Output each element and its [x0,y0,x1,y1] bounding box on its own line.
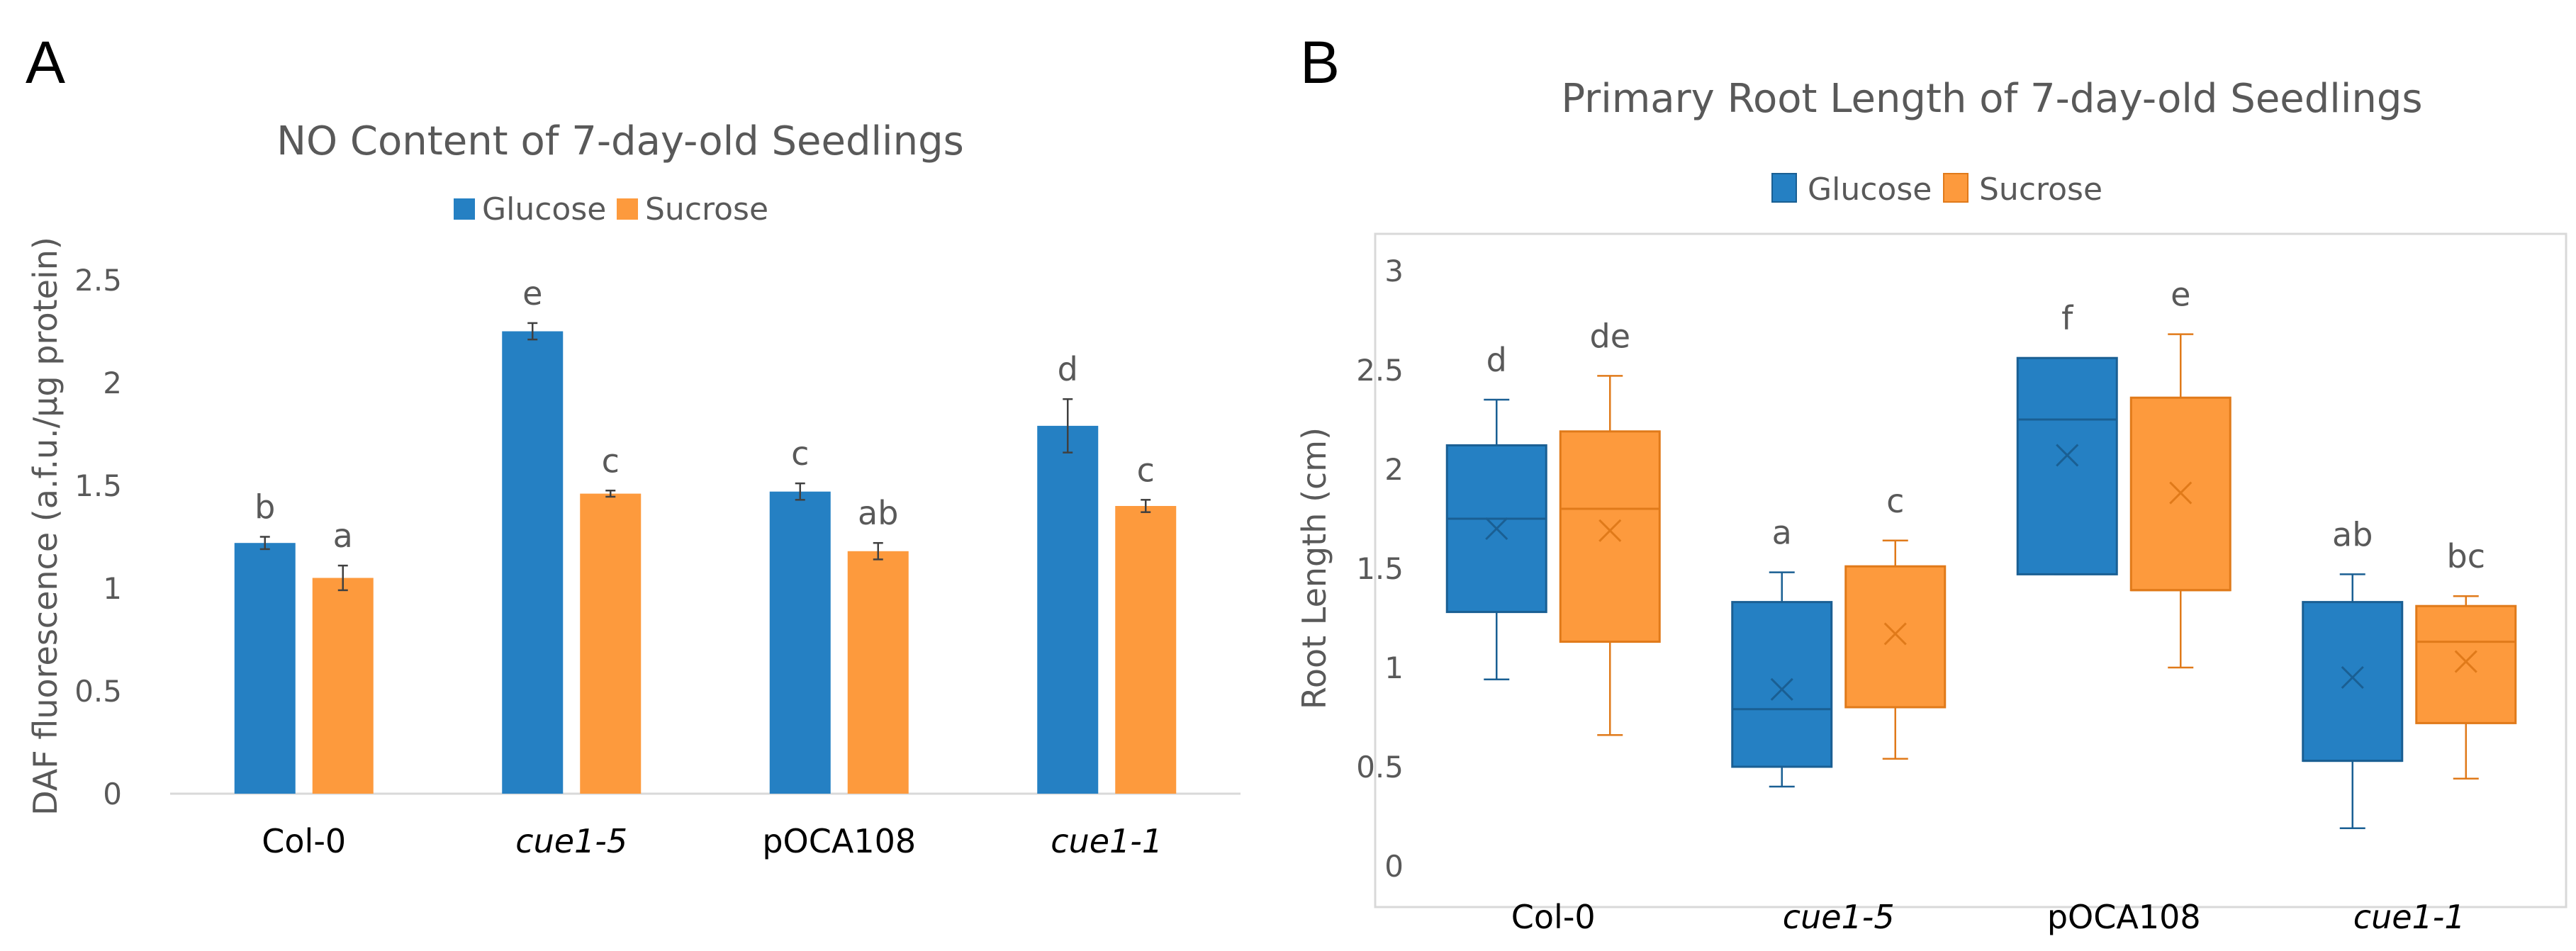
legend-swatch-sucrose [1943,173,1969,203]
bar-sucrose-pOCA108 [847,551,909,794]
box-sucrose-cue1-5 [1844,565,1947,709]
x-category-label: Col-0 [1511,898,1596,936]
mean-marker [2341,665,2364,690]
chart-title: NO Content of 7-day-old Seedlings [276,118,964,164]
mean-marker [2056,444,2079,467]
legend-label-sucrose: Sucrose [645,191,768,227]
bar-chart-no-content: NO Content of 7-day-old Seedlings Glucose… [26,118,1241,860]
panel-letter-a: A [26,29,66,96]
y-tick-label: 1 [1384,651,1404,685]
mean-marker [1770,677,1793,701]
y-tick-label: 2.5 [1356,353,1404,388]
y-tick-label: 2 [103,366,122,400]
box-sucrose-Col-0 [1559,430,1661,643]
bar-sucrose-Col-0 [312,578,374,794]
bar-sucrose-cue1-5 [580,493,642,794]
legend-swatch-glucose [454,198,475,220]
mean-marker [1598,519,1622,542]
significance-label: a [1772,514,1792,552]
mean-marker [1485,517,1508,541]
y-tick-label: 1.5 [74,468,122,503]
box-glucose-cue1-5 [1731,601,1833,768]
x-category-label: cue1-5 [515,822,627,860]
y-tick-label: 0.5 [74,674,122,709]
y-tick-label: 2.5 [74,263,122,298]
y-tick-label: 1.5 [1356,551,1404,586]
bar-glucose-pOCA108 [769,491,831,794]
y-tick-label: 1 [103,571,122,606]
panel-a: A NO Content of 7-day-old Seedlings Gluco… [0,0,1269,951]
x-category-label: Col-0 [262,822,346,860]
x-category-label: pOCA108 [762,822,916,860]
panel-b: B Primary Root Length of 7-day-old Seedl… [1276,0,2576,951]
bar-sucrose-cue1-1 [1115,506,1177,794]
significance-label: b [254,488,275,527]
x-category-label: cue1-1 [2353,898,2465,936]
box-glucose-pOCA108 [2016,356,2118,575]
significance-label: f [2061,299,2074,337]
y-axis-label: DAF fluorescence (a.f.u./µg protein) [26,237,65,816]
significance-label: c [1886,482,1904,520]
box-sucrose-cue1-1 [2415,604,2517,724]
significance-label: e [522,274,542,313]
significance-label: d [1486,341,1507,379]
mean-marker [2169,481,2193,505]
box-chart-root-length: Primary Root Length of 7-day-old Seedlin… [1295,76,2567,936]
legend-label-glucose: Glucose [1808,171,1932,208]
legend-swatch-glucose [1771,173,1797,203]
significance-label: e [2171,276,2190,314]
chart-title: Primary Root Length of 7-day-old Seedlin… [1561,76,2422,122]
y-tick-label: 0 [103,777,122,811]
significance-label: d [1058,350,1078,388]
plot-frame [1374,232,2567,908]
box-glucose-cue1-1 [2302,601,2404,763]
significance-label: de [1590,317,1631,355]
mean-marker [2454,650,2477,673]
bar-glucose-cue1-1 [1037,425,1099,794]
y-tick-label: 0.5 [1356,750,1404,784]
x-category-label: cue1-5 [1783,898,1895,936]
bar-glucose-Col-0 [234,543,296,794]
significance-label: c [791,434,809,473]
legend-label-sucrose: Sucrose [1979,171,2102,208]
significance-label: c [602,441,620,480]
significance-label: a [333,517,353,555]
significance-label: ab [858,494,898,532]
x-category-label: pOCA108 [2047,898,2201,936]
y-tick-label: 3 [1384,254,1404,288]
significance-label: bc [2447,537,2486,575]
legend-label-glucose: Glucose [482,191,606,227]
x-category-label: cue1-1 [1051,822,1163,860]
mean-marker [1883,622,1907,646]
bar-glucose-cue1-5 [502,331,564,794]
y-tick-label: 0 [1384,849,1404,884]
legend-swatch-sucrose [617,198,638,220]
significance-label: ab [2332,515,2373,553]
panel-letter-b: B [1300,29,1340,96]
y-tick-label: 2 [1384,452,1404,487]
significance-label: c [1137,451,1155,489]
y-axis-label: Root Length (cm) [1295,427,1333,709]
